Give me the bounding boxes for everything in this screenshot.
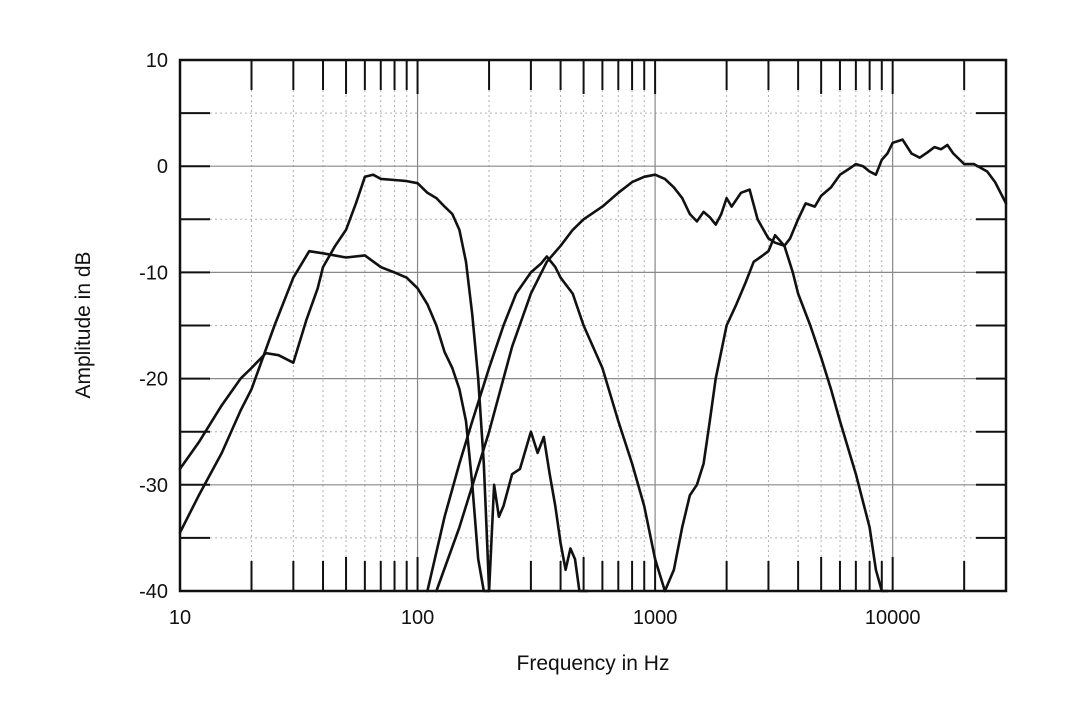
series-lines: [178, 138, 1008, 593]
x-tick-label: 1000: [633, 607, 678, 629]
series-line-2: [178, 249, 589, 593]
series-line-3: [426, 233, 889, 593]
y-tick-label: -20: [139, 369, 168, 391]
y-tick-label: 10: [146, 50, 168, 72]
series-line-4: [435, 138, 1008, 593]
x-tick-label: 10000: [865, 607, 921, 629]
y-tick-label: -30: [139, 475, 168, 497]
y-axis-label: Amplitude in dB: [72, 251, 95, 398]
x-axis-label: Frequency in Hz: [517, 652, 670, 675]
x-tick-label: 100: [401, 607, 434, 629]
y-tick-label: -40: [139, 581, 168, 603]
plot-frame: [178, 58, 1008, 593]
x-tick-label: 10: [169, 607, 191, 629]
y-tick-label: 0: [157, 156, 168, 178]
y-tick-label: -10: [139, 262, 168, 284]
